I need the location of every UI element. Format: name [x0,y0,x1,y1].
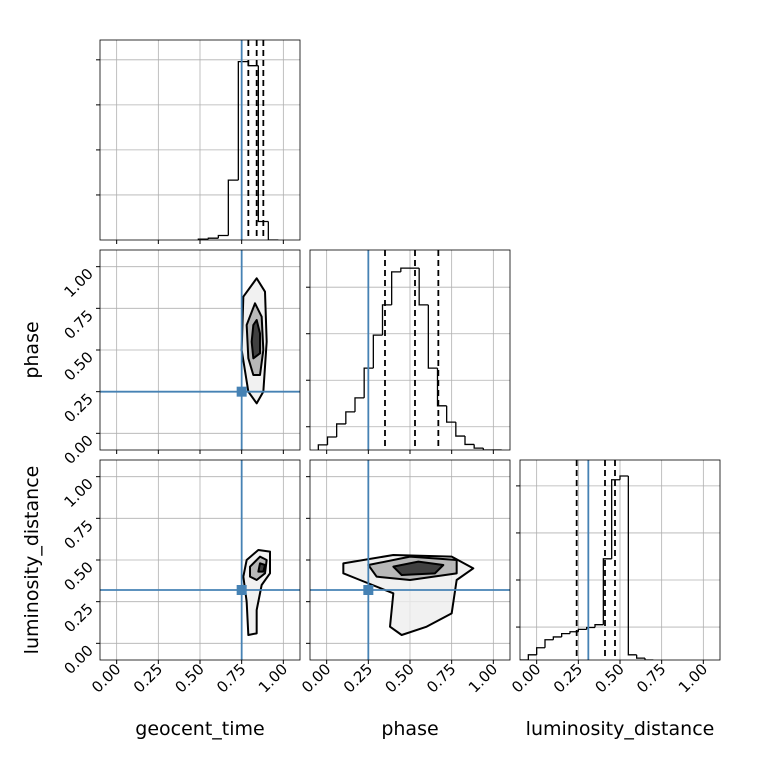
x-tick-label: 0.50 [381,660,417,696]
y-tick-label: 0.50 [60,558,96,594]
hist-step [644,658,654,660]
x-tick-label: 0.75 [213,660,249,696]
hist-step [207,237,219,240]
panel-frame [519,459,721,661]
x-tick-label: 0.75 [423,660,459,696]
plot-area [317,250,502,450]
truth-marker [236,386,247,397]
x-tick-label: 0.25 [130,660,166,696]
x-tick-label: 0.50 [591,660,627,696]
plot-area [520,460,654,660]
hist-step [619,475,629,480]
y-tick-label: 0.75 [60,516,96,552]
x-tick-label: 0.25 [550,660,586,696]
panel [96,39,301,244]
contour [257,562,266,573]
hist-step [544,639,554,648]
hist-step [217,234,229,239]
x-tick-label: 0.00 [298,660,334,696]
plot-area [310,460,510,660]
x-axis-label: geocent_time [135,718,264,740]
y-tick-label: 1.00 [60,265,96,301]
hist-step [569,631,579,634]
panel: 0.00 0.25 0.50 0.75 1.000.000.250.500.751.00… [21,459,301,740]
hist-step [594,624,604,628]
panel-frame [99,459,301,661]
hist-step [227,179,239,236]
plot-area [197,40,279,240]
x-tick-label: 1.00 [675,660,711,696]
x-axis-label: phase [381,718,438,740]
hist-step [611,479,620,559]
hist-step [455,422,465,437]
truth-marker [236,585,247,595]
hist-step [391,271,401,305]
x-tick-label: 0.00 [508,660,544,696]
x-tick-label: 1.00 [465,660,501,696]
panel-frame [99,249,301,451]
hist-step [602,558,612,625]
panel-frame [99,39,301,241]
hist-step [418,268,429,306]
panel [306,249,511,454]
hist-step [400,267,410,272]
y-axis-label: phase [21,321,43,378]
hist-step [257,65,269,223]
contour [392,560,445,576]
contour [250,319,261,360]
hist-step [427,304,438,369]
hist-step [464,436,475,446]
hist-step [381,304,392,336]
hist-step [326,436,337,445]
y-tick-label: 0.50 [60,348,96,384]
hist-step [237,60,249,181]
y-axis-label: luminosity_distance [21,466,43,655]
hist-step [536,647,545,655]
y-tick-label: 0.25 [60,600,96,636]
hist-step [577,628,587,632]
hist-step [482,448,493,450]
hist-step [552,636,562,640]
hist-step [561,632,570,637]
x-tick-label: 0.25 [340,660,376,696]
hist-step [363,367,374,398]
hist-step [345,411,355,424]
y-tick-label: 1.00 [60,475,96,511]
y-tick-label: 0.75 [60,306,96,342]
panel-frame [309,249,511,451]
panel: 0.00 0.25 0.50 0.75 1.00 luminosity_distance [508,459,721,740]
plot-area [100,460,300,660]
hist-step [372,334,383,369]
hist-step [317,444,328,450]
x-tick-label: 0.00 [88,660,124,696]
hist-step [336,423,346,437]
hist-step [586,626,595,630]
y-tick-label: 0.00 [60,431,96,467]
truth-marker [363,585,374,595]
panel-frame [309,459,511,661]
x-tick-label: 0.75 [633,660,669,696]
y-tick-label: 0.00 [60,641,96,677]
x-tick-label: 0.50 [171,660,207,696]
plot-area [100,250,300,450]
x-tick-label: 1.00 [255,660,291,696]
hist-step [354,397,365,412]
x-axis-label: luminosity_distance [526,718,715,740]
hist-step [267,221,279,240]
hist-step [527,654,537,660]
y-tick-label: 0.25 [60,390,96,426]
hist-step [446,405,456,423]
hist-step [636,654,645,659]
panel: 0.00 0.25 0.50 0.75 1.00 phase [21,249,301,468]
hist-step [473,444,484,449]
hist-step [627,476,637,656]
